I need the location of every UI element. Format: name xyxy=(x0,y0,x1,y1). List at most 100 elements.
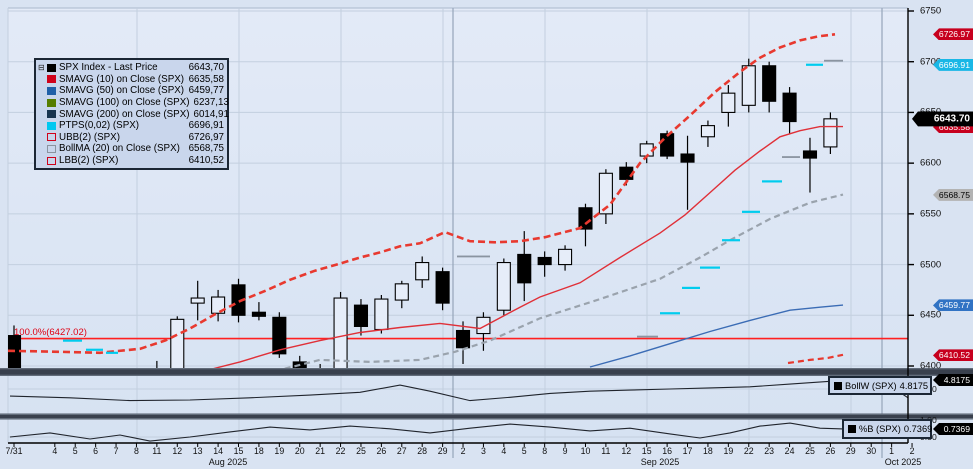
pctb-chip-icon xyxy=(848,425,856,433)
ptps-stop-mark xyxy=(106,351,118,354)
price-tick-label: 6500 xyxy=(920,259,942,271)
legend-item-1[interactable]: SMAVG (10) on Close (SPX) 6635,58 xyxy=(38,74,224,86)
pctb-panel xyxy=(9,422,844,442)
date-tick-label: 18 xyxy=(254,446,264,456)
bollw-legend[interactable]: BollW (SPX) 4.8175 xyxy=(828,376,932,395)
bollw-chip-icon xyxy=(834,381,842,390)
legend-label: BollMA (20) on Close (SPX) xyxy=(59,143,180,155)
date-tick-label: 17 xyxy=(682,446,693,456)
legend-label: SMAVG (50) on Close (SPX) xyxy=(59,85,185,97)
price-tick-label: 6400 xyxy=(920,360,942,372)
candle-down xyxy=(251,311,266,317)
lbb-line xyxy=(787,353,844,365)
date-tick-label: 12 xyxy=(621,446,632,456)
date-tick-label: 19 xyxy=(274,446,285,456)
date-tick-label: 23 xyxy=(764,446,775,456)
ptps-gray-mark xyxy=(782,156,800,158)
candle-up xyxy=(211,296,226,314)
date-tick-label: 25 xyxy=(805,446,815,456)
price-tick-label: 6750 xyxy=(920,5,942,17)
bollma-value-badge: 6568.75 xyxy=(933,188,973,201)
legend-item-0[interactable]: ⊟ SPX Index - Last Price 6643,70 xyxy=(38,62,224,74)
ptps-stop-mark xyxy=(762,180,782,183)
date-tick-label: 15 xyxy=(641,446,652,456)
ubb-value-badge: 6726.97 xyxy=(933,28,973,41)
legend-item-7[interactable]: BollMA (20) on Close (SPX) 6568,75 xyxy=(38,143,224,155)
legend-item-8[interactable]: LBB(2) (SPX) 6410,52 xyxy=(38,155,224,167)
legend-value: 6726,97 xyxy=(188,131,224,143)
date-tick-label: 3 xyxy=(480,446,486,456)
candle-down xyxy=(353,304,369,327)
date-tick-label: 2 xyxy=(909,446,915,456)
candle-down xyxy=(8,335,22,369)
candle-up xyxy=(741,65,756,106)
date-tick-label: 27 xyxy=(396,446,407,456)
legend-expander-icon[interactable]: ⊟ xyxy=(38,63,45,73)
legend-label: SPX Index - Last Price xyxy=(59,62,158,74)
candle-up xyxy=(598,172,613,215)
candle-up xyxy=(190,297,205,304)
ptps-stop-mark xyxy=(722,239,740,242)
date-tick-label: 18 xyxy=(703,446,713,456)
legend-value: 6568,75 xyxy=(188,143,224,155)
sma10-line xyxy=(209,125,843,369)
date-tick-label: 22 xyxy=(743,446,754,456)
ptps-gray-mark xyxy=(457,255,490,258)
date-tick-label: 7 xyxy=(113,446,119,456)
date-tick-label: 22 xyxy=(335,446,346,456)
ptps-value-badge: 6696.91 xyxy=(933,58,973,71)
ptps-gray-mark xyxy=(824,59,843,62)
month-label: Aug 2025 xyxy=(208,457,248,467)
legend-chip-icon xyxy=(47,75,56,84)
date-tick-label: 9 xyxy=(562,446,568,456)
bollw-line xyxy=(9,377,908,402)
bollw-legend-value: 4.8175 xyxy=(899,380,929,391)
legend-value: 6696,91 xyxy=(188,120,224,132)
date-tick-label: 8 xyxy=(134,446,139,456)
panel-separator xyxy=(0,413,973,420)
pctb-line xyxy=(9,422,844,442)
candle-down xyxy=(517,253,532,284)
legend-value: 6410,52 xyxy=(188,155,224,167)
candle-up xyxy=(394,283,409,301)
candle-up xyxy=(558,248,573,266)
candle-down xyxy=(782,92,797,123)
price-tick-label: 6450 xyxy=(920,309,942,321)
legend-chip-icon xyxy=(47,156,56,165)
candle-up xyxy=(374,298,389,331)
ptps-stop-mark xyxy=(660,312,680,315)
legend-item-6[interactable]: UBB(2) (SPX) 6726,97 xyxy=(38,132,224,144)
legend-item-3[interactable]: SMAVG (100) on Close (SPX) 6237,13 xyxy=(38,97,229,109)
legend-item-2[interactable]: SMAVG (50) on Close (SPX) 6459,77 xyxy=(38,85,224,97)
ptps-stop-mark xyxy=(806,63,823,66)
pctb-legend[interactable]: %B (SPX) 0.7369 xyxy=(842,419,932,439)
candle-up xyxy=(415,261,430,281)
sma50-line xyxy=(589,304,844,368)
candles-layer xyxy=(8,58,838,369)
legend-chip-icon xyxy=(47,110,56,119)
ptps-stop-mark xyxy=(86,348,103,351)
legend-item-5[interactable]: PTPS(0,02) (SPX) 6696,91 xyxy=(38,120,224,132)
bollma20-line xyxy=(278,193,844,369)
date-tick-label: 19 xyxy=(723,446,734,456)
ptps-stop-mark xyxy=(742,210,760,213)
date-tick-label: 24 xyxy=(784,446,795,456)
ptps-gray-mark xyxy=(637,335,658,338)
legend-label: PTPS(0,02) (SPX) xyxy=(59,120,140,132)
last-value-badge: 6643.70 xyxy=(912,111,973,127)
candle-up xyxy=(823,118,838,148)
price-tick-label: 6600 xyxy=(920,157,942,169)
legend-value: 6014,91 xyxy=(193,108,229,120)
main-legend[interactable]: ⊟ SPX Index - Last Price 6643,70 SMAVG (10)… xyxy=(34,58,229,171)
candle-up xyxy=(700,125,715,138)
candle-down xyxy=(435,271,450,304)
legend-item-4[interactable]: SMAVG (200) on Close (SPX) 6014,91 xyxy=(38,108,229,120)
ptps-stop-mark xyxy=(700,266,720,269)
legend-label: UBB(2) (SPX) xyxy=(59,131,120,143)
legend-label: SMAVG (100) on Close (SPX) xyxy=(59,97,190,109)
candle-down xyxy=(660,133,675,157)
candle-down xyxy=(537,256,552,266)
date-tick-label: 10 xyxy=(580,446,591,456)
